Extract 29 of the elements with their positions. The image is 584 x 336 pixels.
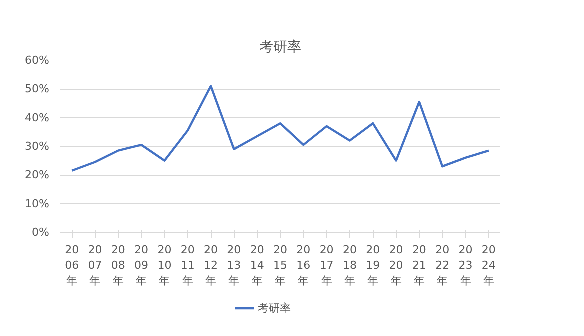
x-tick-label: 2022年 <box>436 244 450 288</box>
x-tick-label: 2006年 <box>65 244 80 288</box>
x-tick-label: 2019年 <box>366 244 380 288</box>
y-tick-label: 40% <box>25 111 50 124</box>
legend-label: 考研率 <box>258 302 291 315</box>
x-tick-label: 2013年 <box>227 244 242 288</box>
y-tick-label: 60% <box>25 54 50 67</box>
x-tick-label: 2021年 <box>412 244 426 288</box>
x-tick-label: 2024年 <box>482 244 496 288</box>
x-tick-label: 2008年 <box>111 244 126 288</box>
y-tick-label: 0% <box>32 226 50 239</box>
x-tick-label: 2018年 <box>342 244 357 288</box>
x-tick-label: 2016年 <box>296 244 311 288</box>
chart-title: 考研率 <box>260 40 302 56</box>
y-tick-label: 10% <box>25 197 50 210</box>
x-tick-label: 2007年 <box>88 244 102 288</box>
x-tick-label: 2017年 <box>320 244 334 288</box>
x-tick-label: 2020年 <box>389 244 404 288</box>
x-tick-label: 2015年 <box>274 244 288 288</box>
x-tick-label: 2009年 <box>134 244 149 288</box>
y-tick-label: 50% <box>25 82 50 96</box>
x-tick-label: 2014年 <box>250 244 264 288</box>
line-series <box>70 85 490 172</box>
y-tick-label: 30% <box>25 140 50 153</box>
y-tick-label: 20% <box>25 168 50 182</box>
x-tick-label: 2023年 <box>458 244 473 288</box>
x-tick-label: 2011年 <box>180 244 195 288</box>
x-tick-label: 2012年 <box>204 244 218 288</box>
x-tick-label: 2010年 <box>158 244 172 288</box>
